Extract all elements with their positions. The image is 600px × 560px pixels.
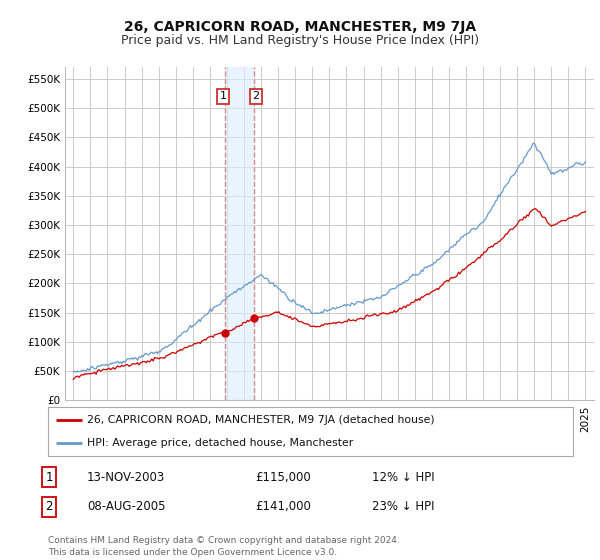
Text: 12% ↓ HPI: 12% ↓ HPI bbox=[372, 470, 434, 484]
Text: £141,000: £141,000 bbox=[255, 500, 311, 514]
Text: £115,000: £115,000 bbox=[255, 470, 311, 484]
Bar bbox=[225, 67, 254, 400]
Text: 2: 2 bbox=[46, 500, 53, 514]
Text: 1: 1 bbox=[220, 91, 227, 101]
Text: 1: 1 bbox=[46, 470, 53, 484]
Text: 23% ↓ HPI: 23% ↓ HPI bbox=[372, 500, 434, 514]
Text: 13-NOV-2003: 13-NOV-2003 bbox=[87, 470, 165, 484]
Text: HPI: Average price, detached house, Manchester: HPI: Average price, detached house, Manc… bbox=[88, 438, 353, 448]
Text: 26, CAPRICORN ROAD, MANCHESTER, M9 7JA: 26, CAPRICORN ROAD, MANCHESTER, M9 7JA bbox=[124, 20, 476, 34]
Text: Price paid vs. HM Land Registry's House Price Index (HPI): Price paid vs. HM Land Registry's House … bbox=[121, 34, 479, 46]
Text: 08-AUG-2005: 08-AUG-2005 bbox=[87, 500, 166, 514]
Text: 26, CAPRICORN ROAD, MANCHESTER, M9 7JA (detached house): 26, CAPRICORN ROAD, MANCHESTER, M9 7JA (… bbox=[88, 416, 435, 426]
Text: Contains HM Land Registry data © Crown copyright and database right 2024.
This d: Contains HM Land Registry data © Crown c… bbox=[48, 536, 400, 557]
Text: 2: 2 bbox=[253, 91, 260, 101]
